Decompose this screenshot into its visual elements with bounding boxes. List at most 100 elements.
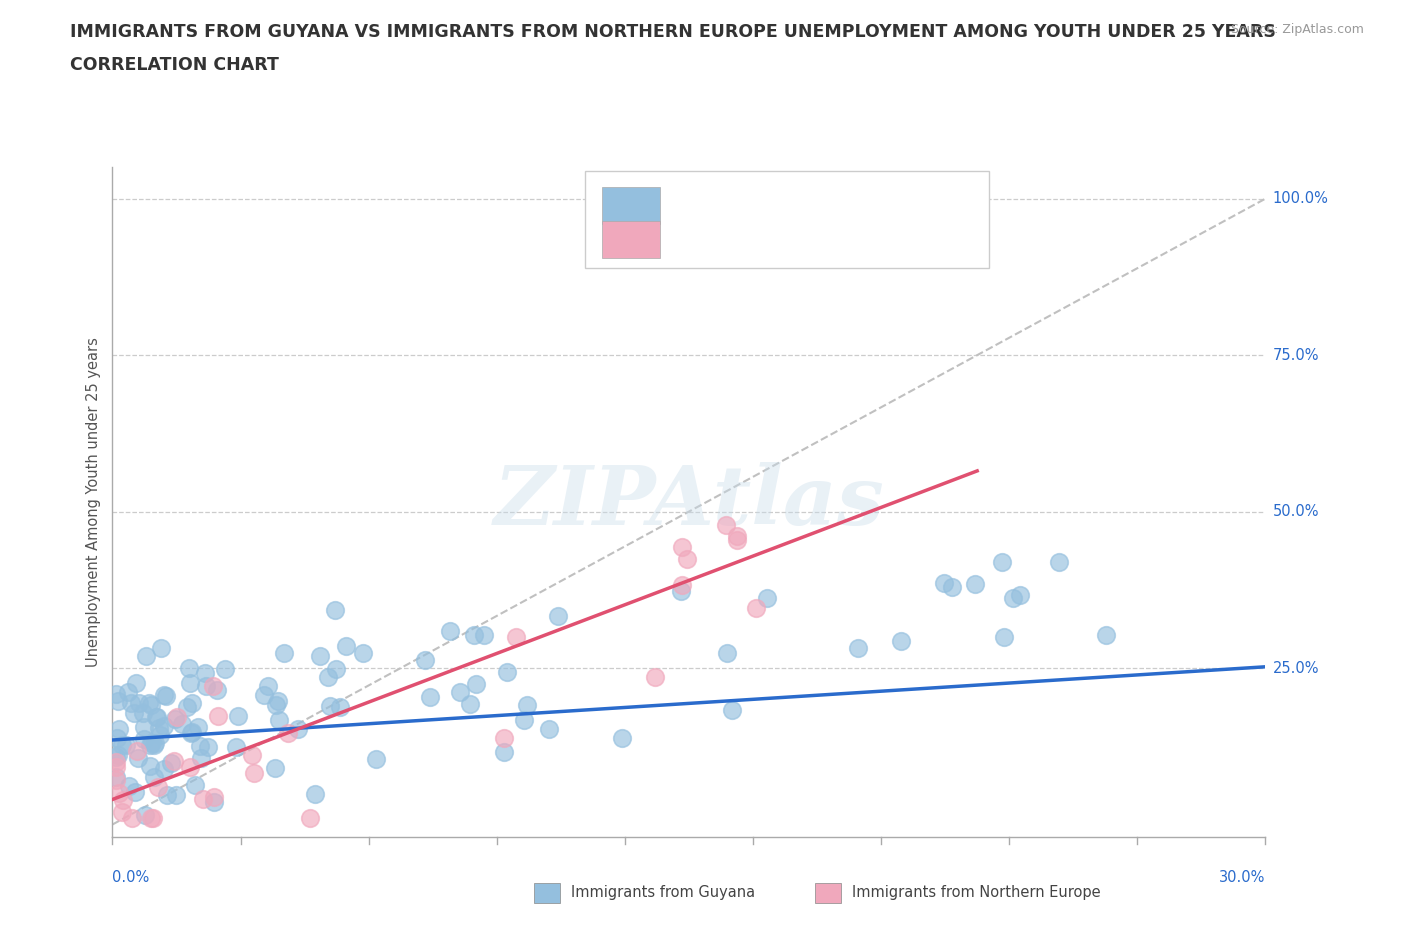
- Point: [495, 665, 517, 680]
- Point: [745, 601, 768, 616]
- Point: [121, 811, 143, 826]
- Point: [277, 725, 299, 740]
- Point: [439, 623, 461, 638]
- Point: [105, 686, 128, 701]
- Point: [697, 232, 720, 246]
- Point: [138, 737, 160, 752]
- Point: [202, 794, 225, 809]
- Point: [176, 700, 198, 715]
- Point: [105, 731, 128, 746]
- Point: [472, 628, 495, 643]
- Point: [107, 748, 129, 763]
- Point: [419, 690, 441, 705]
- Point: [243, 765, 266, 780]
- Point: [264, 761, 287, 776]
- Text: 0.0%: 0.0%: [112, 870, 149, 884]
- Point: [890, 634, 912, 649]
- Point: [166, 710, 188, 724]
- Point: [152, 688, 174, 703]
- Point: [187, 720, 209, 735]
- Point: [610, 730, 633, 745]
- Point: [941, 579, 963, 594]
- Point: [205, 683, 228, 698]
- Point: [111, 792, 134, 807]
- Point: [128, 696, 150, 711]
- Point: [156, 788, 179, 803]
- Point: [160, 756, 183, 771]
- Point: [207, 709, 229, 724]
- Point: [304, 787, 326, 802]
- Point: [513, 712, 536, 727]
- Point: [165, 788, 187, 803]
- Point: [179, 675, 201, 690]
- Point: [714, 517, 737, 532]
- Point: [644, 670, 666, 684]
- Point: [181, 725, 204, 740]
- Point: [671, 540, 693, 555]
- Point: [143, 736, 166, 751]
- Point: [449, 684, 471, 699]
- Point: [669, 583, 692, 598]
- Point: [105, 760, 128, 775]
- Point: [131, 705, 153, 720]
- Point: [105, 755, 128, 770]
- Point: [141, 736, 163, 751]
- Point: [846, 641, 869, 656]
- Point: [105, 750, 128, 764]
- Point: [124, 785, 146, 800]
- Point: [155, 688, 177, 703]
- Point: [120, 696, 142, 711]
- Text: Immigrants from Guyana: Immigrants from Guyana: [571, 885, 755, 900]
- Point: [721, 702, 744, 717]
- Point: [990, 554, 1012, 569]
- Text: 75.0%: 75.0%: [1272, 348, 1319, 363]
- Point: [932, 576, 955, 591]
- Point: [460, 697, 482, 711]
- Point: [287, 722, 309, 737]
- Point: [325, 661, 347, 676]
- Point: [505, 630, 527, 644]
- Point: [773, 232, 796, 246]
- Point: [125, 675, 148, 690]
- Point: [298, 811, 321, 826]
- Point: [675, 551, 697, 566]
- Point: [253, 688, 276, 703]
- Point: [193, 791, 215, 806]
- Text: Source: ZipAtlas.com: Source: ZipAtlas.com: [1230, 23, 1364, 36]
- Point: [122, 705, 145, 720]
- Point: [993, 630, 1015, 644]
- Point: [257, 679, 280, 694]
- Point: [149, 640, 172, 655]
- Point: [273, 645, 295, 660]
- Point: [139, 698, 162, 712]
- Point: [335, 639, 357, 654]
- Point: [145, 710, 167, 724]
- Point: [965, 577, 987, 591]
- Text: CORRELATION CHART: CORRELATION CHART: [70, 56, 280, 73]
- Point: [756, 591, 779, 605]
- Point: [135, 649, 157, 664]
- Point: [118, 778, 141, 793]
- Point: [177, 660, 200, 675]
- Point: [117, 684, 139, 699]
- Text: IMMIGRANTS FROM GUYANA VS IMMIGRANTS FROM NORTHERN EUROPE UNEMPLOYMENT AMONG YOU: IMMIGRANTS FROM GUYANA VS IMMIGRANTS FRO…: [70, 23, 1277, 41]
- Point: [492, 744, 515, 759]
- Text: 25.0%: 25.0%: [1272, 660, 1319, 675]
- Point: [149, 727, 172, 742]
- Point: [225, 740, 247, 755]
- Point: [148, 721, 170, 736]
- Point: [547, 609, 569, 624]
- Point: [134, 732, 156, 747]
- Point: [413, 653, 436, 668]
- Y-axis label: Unemployment Among Youth under 25 years: Unemployment Among Youth under 25 years: [86, 338, 101, 667]
- Point: [152, 762, 174, 777]
- Point: [1047, 554, 1070, 569]
- Point: [132, 720, 155, 735]
- Point: [716, 645, 738, 660]
- Point: [134, 807, 156, 822]
- Point: [107, 694, 129, 709]
- Point: [127, 751, 149, 766]
- Text: 100.0%: 100.0%: [1272, 192, 1329, 206]
- Point: [194, 679, 217, 694]
- Point: [201, 679, 224, 694]
